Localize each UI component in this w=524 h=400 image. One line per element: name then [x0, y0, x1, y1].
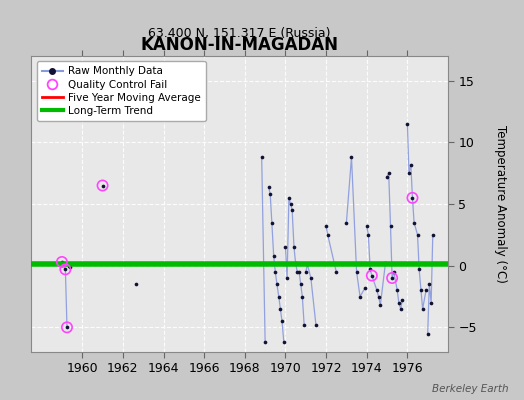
Point: [388, 275, 396, 281]
Point: [303, 261, 312, 268]
Point: [269, 253, 278, 259]
Point: [356, 293, 364, 300]
Point: [288, 207, 297, 213]
Point: [397, 306, 405, 312]
Point: [417, 287, 425, 294]
Legend: Raw Monthly Data, Quality Control Fail, Five Year Moving Average, Long-Term Tren: Raw Monthly Data, Quality Control Fail, …: [37, 61, 206, 121]
Point: [99, 182, 107, 189]
Point: [132, 281, 140, 287]
Point: [300, 322, 308, 328]
Text: Berkeley Earth: Berkeley Earth: [432, 384, 508, 394]
Point: [366, 266, 374, 272]
Point: [415, 266, 423, 272]
Point: [307, 275, 315, 281]
Point: [323, 232, 332, 238]
Point: [407, 161, 415, 168]
Title: KANON-IN-MAGADAN: KANON-IN-MAGADAN: [141, 36, 339, 54]
Point: [368, 272, 376, 279]
Point: [381, 260, 390, 266]
Point: [410, 219, 418, 226]
Point: [290, 244, 298, 250]
Point: [257, 154, 266, 160]
Point: [291, 260, 300, 266]
Point: [398, 297, 407, 304]
Point: [293, 269, 301, 275]
Point: [59, 261, 68, 268]
Point: [361, 285, 369, 291]
Point: [265, 184, 273, 190]
Point: [275, 293, 283, 300]
Point: [363, 223, 371, 230]
Point: [64, 262, 73, 269]
Point: [58, 259, 66, 265]
Point: [385, 170, 393, 176]
Point: [429, 232, 437, 238]
Point: [63, 324, 71, 330]
Point: [297, 281, 305, 287]
Point: [285, 195, 293, 201]
Point: [61, 266, 70, 272]
Point: [389, 269, 398, 275]
Point: [266, 191, 275, 197]
Point: [419, 306, 427, 312]
Point: [278, 318, 286, 324]
Point: [272, 281, 281, 287]
Point: [268, 219, 276, 226]
Point: [373, 287, 381, 294]
Point: [422, 287, 430, 294]
Point: [393, 287, 401, 294]
Point: [352, 269, 361, 275]
Point: [276, 306, 285, 312]
Text: 63.400 N, 151.317 E (Russia): 63.400 N, 151.317 E (Russia): [148, 27, 331, 40]
Point: [58, 259, 66, 265]
Point: [388, 275, 396, 281]
Point: [408, 195, 417, 201]
Point: [423, 330, 432, 337]
Point: [280, 339, 288, 345]
Point: [347, 154, 356, 160]
Point: [383, 174, 391, 180]
Y-axis label: Temperature Anomaly (°C): Temperature Anomaly (°C): [494, 125, 507, 283]
Point: [374, 293, 383, 300]
Point: [271, 269, 279, 275]
Point: [332, 269, 341, 275]
Point: [99, 182, 107, 189]
Point: [298, 293, 307, 300]
Point: [322, 223, 330, 230]
Point: [66, 264, 74, 270]
Point: [61, 266, 70, 272]
Point: [413, 232, 422, 238]
Point: [427, 300, 435, 306]
Point: [376, 302, 385, 308]
Point: [368, 272, 376, 279]
Point: [386, 223, 395, 230]
Point: [283, 275, 291, 281]
Point: [403, 121, 411, 127]
Point: [408, 195, 417, 201]
Point: [425, 281, 433, 287]
Point: [63, 324, 71, 330]
Point: [302, 269, 310, 275]
Point: [312, 322, 320, 328]
Point: [395, 300, 403, 306]
Point: [286, 201, 294, 207]
Point: [295, 269, 303, 275]
Point: [342, 219, 351, 226]
Point: [405, 170, 413, 176]
Point: [261, 339, 269, 345]
Point: [364, 232, 373, 238]
Point: [281, 244, 290, 250]
